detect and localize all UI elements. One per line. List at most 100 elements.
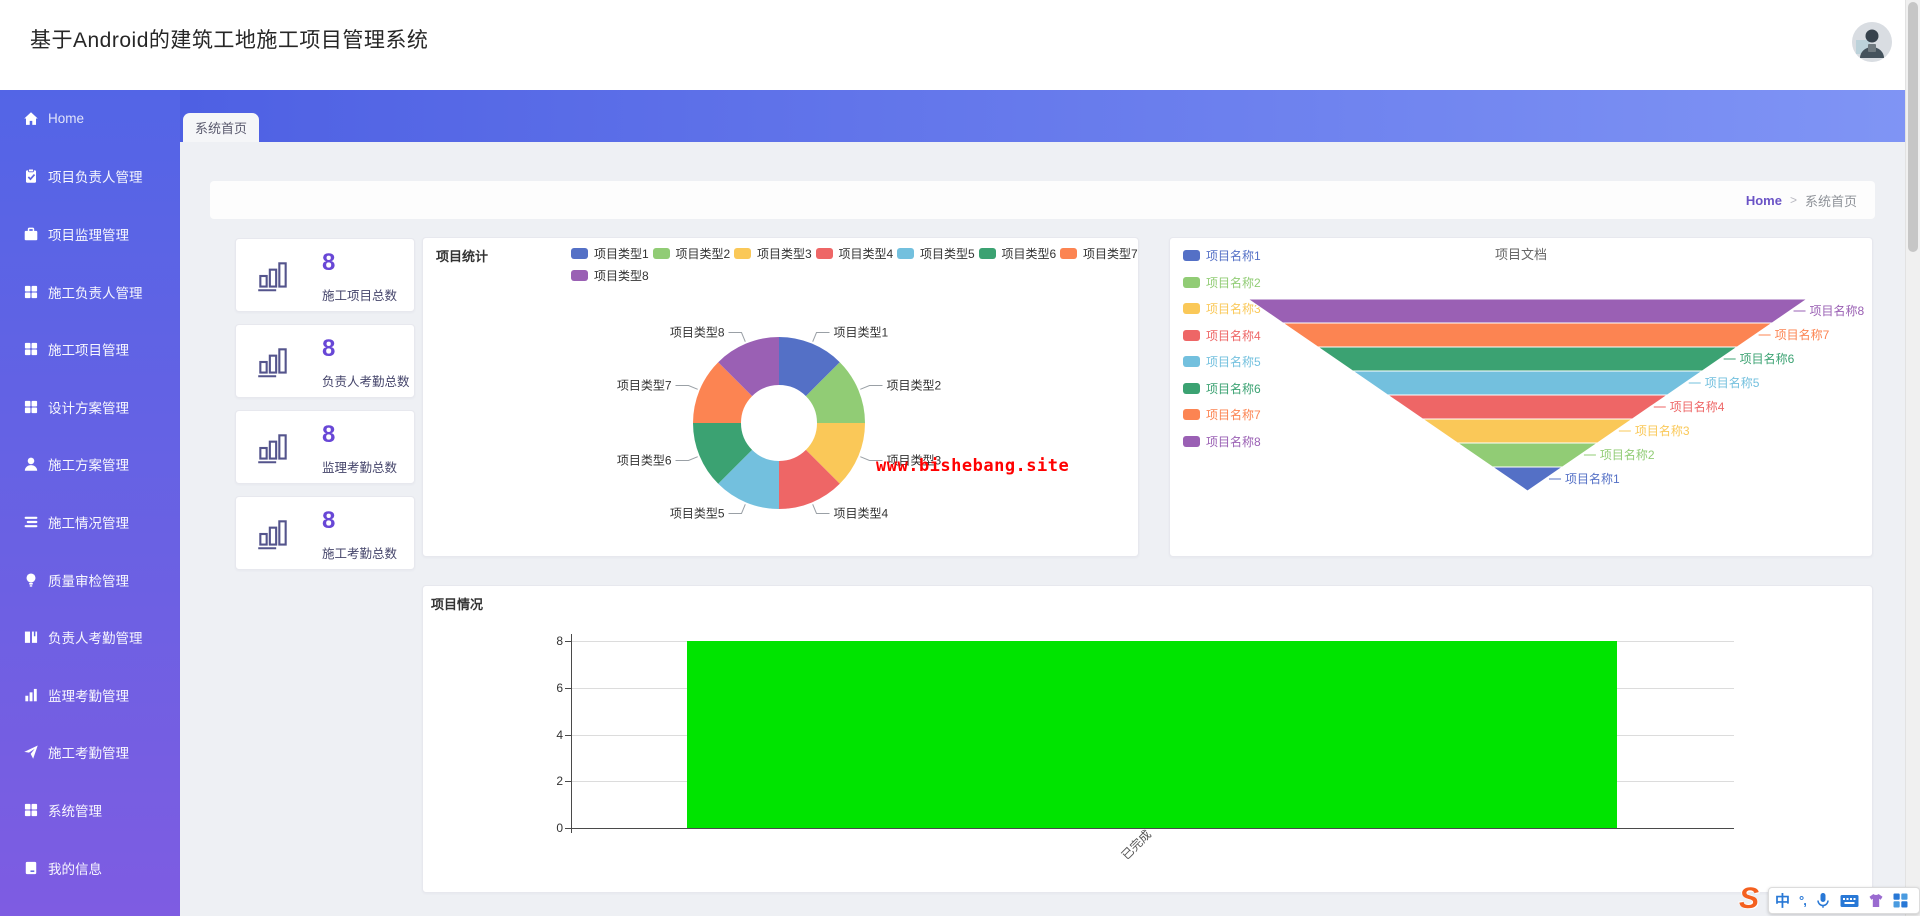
funnel-layer-项目名称4[interactable] <box>1386 394 1669 420</box>
pie-legend-item-项目类型2[interactable]: 项目类型2 <box>652 245 730 262</box>
funnel-layer-项目名称2[interactable] <box>1455 442 1600 468</box>
sogou-logo-icon[interactable]: S <box>1738 882 1759 915</box>
legend-label: 项目名称8 <box>1206 434 1261 449</box>
breadcrumb-home-link[interactable]: Home <box>1745 192 1782 208</box>
notebook-icon <box>22 859 39 876</box>
sidebar-item-label: 项目负责人管理 <box>48 170 143 186</box>
legend-label: 项目类型3 <box>757 247 812 261</box>
y-axis-tick-0: 0 <box>556 821 563 835</box>
funnel-legend-item-项目名称2[interactable]: 项目名称2 <box>1183 274 1261 291</box>
pie-label: 项目类型1 <box>834 326 889 340</box>
skin-icon[interactable] <box>1868 893 1884 908</box>
sidebar-item-label: 质量审检管理 <box>48 573 129 589</box>
legend-swatch <box>734 248 751 259</box>
sidebar-item-12[interactable]: 系统管理 <box>0 781 180 839</box>
pie-slice-项目类型5[interactable] <box>718 449 779 509</box>
app-header: 基于Android的建筑工地施工项目管理系统 <box>0 0 1920 90</box>
pie-legend-item-项目类型7[interactable]: 项目类型7 <box>1060 245 1138 262</box>
stat-card-0: 8 施工项目总数 <box>235 238 415 312</box>
pie-slice-项目类型2[interactable] <box>805 362 865 423</box>
pie-slice-项目类型6[interactable] <box>693 423 753 484</box>
sidebar-item-9[interactable]: 负责人考勤管理 <box>0 608 180 666</box>
sidebar-nav: Home 项目负责人管理项目监理管理施工负责人管理施工项目管理 设计方案管理施工方案… <box>0 90 180 916</box>
pie-legend-item-项目类型3[interactable]: 项目类型3 <box>734 245 812 262</box>
funnel-legend-item-项目名称5[interactable]: 项目名称5 <box>1183 353 1261 370</box>
ime-mode-toggle[interactable]: 中 <box>1775 893 1791 910</box>
funnel-label: 项目名称3 <box>1635 423 1690 438</box>
sidebar-item-3[interactable]: 施工负责人管理 <box>0 263 180 321</box>
sidebar-item-1[interactable]: 项目负责人管理 <box>0 148 180 206</box>
sidebar-item-10[interactable]: 监理考勤管理 <box>0 666 180 724</box>
tab-system-home[interactable]: 系统首页 <box>183 113 259 142</box>
bulb-icon <box>22 571 39 588</box>
stat-card-1: 8 负责人考勤总数 <box>235 324 415 398</box>
pie-legend-item-项目类型4[interactable]: 项目类型4 <box>815 245 893 262</box>
funnel-layer-项目名称5[interactable] <box>1351 370 1704 396</box>
legend-swatch <box>1183 356 1200 367</box>
grid-icon <box>22 398 39 415</box>
sidebar-item-6[interactable]: 施工方案管理 <box>0 436 180 494</box>
funnel-legend-item-项目名称4[interactable]: 项目名称4 <box>1183 327 1261 344</box>
funnel-legend-item-项目名称3[interactable]: 项目名称3 <box>1183 300 1261 317</box>
stat-value: 8 <box>322 507 336 534</box>
legend-swatch <box>571 248 588 259</box>
legend-swatch <box>1060 248 1077 259</box>
sidebar-item-label: 施工情况管理 <box>48 515 129 531</box>
pie-legend-item-项目类型8[interactable]: 项目类型8 <box>571 267 649 284</box>
sidebar-item-home[interactable]: Home <box>0 90 180 148</box>
sidebar-item-4[interactable]: 施工项目管理 <box>0 320 180 378</box>
pie-legend-item-项目类型1[interactable]: 项目类型1 <box>571 245 649 262</box>
user-avatar[interactable] <box>1852 22 1892 62</box>
funnel-legend-item-项目名称7[interactable]: 项目名称7 <box>1183 406 1261 423</box>
sidebar-item-11[interactable]: 施工考勤管理 <box>0 724 180 782</box>
funnel-layer-项目名称8[interactable] <box>1246 298 1809 324</box>
funnel-layer-项目名称7[interactable] <box>1281 322 1774 348</box>
legend-label: 项目类型5 <box>920 247 975 261</box>
funnel-label: 项目名称8 <box>1810 303 1865 318</box>
legend-label: 项目名称6 <box>1206 381 1261 396</box>
sidebar-item-8[interactable]: 质量审检管理 <box>0 551 180 609</box>
bar-chart-title: 项目情况 <box>431 597 484 612</box>
bar-已完成[interactable] <box>687 641 1617 828</box>
pie-label: 项目类型5 <box>670 507 725 521</box>
toolbox-icon[interactable] <box>1893 893 1908 908</box>
y-axis-tickmark-8 <box>565 641 571 642</box>
user-icon <box>22 456 39 473</box>
legend-label: 项目类型8 <box>594 269 649 283</box>
pie-slice-项目类型1[interactable] <box>779 337 840 397</box>
funnel-layer-项目名称3[interactable] <box>1421 418 1634 444</box>
funnel-label: 项目名称1 <box>1565 471 1620 486</box>
pie-slice-项目类型8[interactable] <box>718 337 779 397</box>
funnel-legend-item-项目名称8[interactable]: 项目名称8 <box>1183 433 1261 450</box>
scrollbar-thumb[interactable] <box>1908 2 1918 252</box>
microphone-icon[interactable] <box>1815 892 1831 909</box>
pie-chart-card: 项目统计 项目类型1 项目类型2 项目类型3 项目类型4 项目类型5 项目类型6 项目类型7… <box>422 237 1139 557</box>
sidebar-item-13[interactable]: 我的信息 <box>0 839 180 897</box>
pie-slice-项目类型3[interactable] <box>805 423 865 484</box>
funnel-layer-项目名称6[interactable] <box>1316 346 1739 372</box>
sidebar-item-label: 施工方案管理 <box>48 458 129 474</box>
pie-chart-title: 项目统计 <box>436 249 489 264</box>
breadcrumb-current: 系统首页 <box>1804 193 1857 209</box>
legend-label: 项目类型1 <box>594 247 649 261</box>
funnel-layer-项目名称1[interactable] <box>1490 466 1565 492</box>
sidebar-item-2[interactable]: 项目监理管理 <box>0 205 180 263</box>
sidebar-item-label: 施工负责人管理 <box>48 285 143 301</box>
sidebar-item-5[interactable]: 设计方案管理 <box>0 378 180 436</box>
pie-slice-项目类型7[interactable] <box>693 362 753 423</box>
send-icon <box>22 744 39 761</box>
funnel-legend-item-项目名称6[interactable]: 项目名称6 <box>1183 380 1261 397</box>
pie-label: 项目类型4 <box>834 507 889 521</box>
breadcrumb: Home > 系统首页 <box>210 181 1875 219</box>
ime-punctuation-toggle[interactable]: °, <box>1799 893 1807 908</box>
pie-slice-项目类型4[interactable] <box>779 449 840 509</box>
keyboard-icon[interactable] <box>1840 894 1859 908</box>
pie-legend-item-项目类型6[interactable]: 项目类型6 <box>978 245 1056 262</box>
sidebar-item-7[interactable]: 施工情况管理 <box>0 493 180 551</box>
funnel-legend-item-项目名称1[interactable]: 项目名称1 <box>1183 247 1261 264</box>
pie-legend-item-项目类型5[interactable]: 项目类型5 <box>897 245 975 262</box>
stat-value: 8 <box>322 421 336 448</box>
avatar-image <box>1852 22 1892 62</box>
legend-swatch <box>1183 435 1200 447</box>
